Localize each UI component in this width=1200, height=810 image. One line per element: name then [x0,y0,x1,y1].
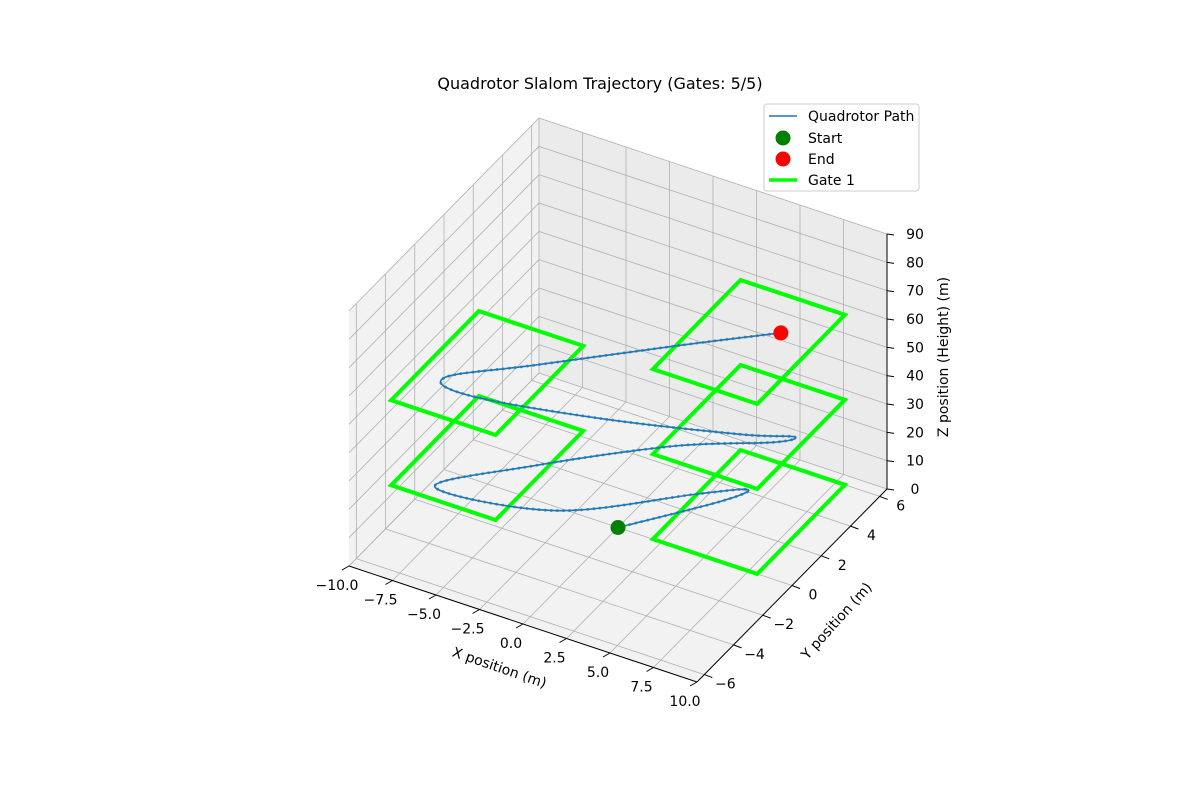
y-tick-mark [791,585,801,589]
x-tick-label: −5.0 [407,607,441,623]
z-tick-mark [886,431,895,434]
markers-layer [610,325,789,535]
gate [649,277,849,407]
grid-line-z-left [348,344,540,538]
y-tick-label: −6 [715,677,736,693]
tick-labels-layer: −10.0 −7.5 −5.0 −2.5 0.0 2.5 5.0 7.5 10.0 −6 −4 −2 0… [316,227,924,710]
x-tick-label: 7.5 [630,680,652,696]
grid-line-z-left [348,146,540,340]
grid-line-z-back [538,287,888,405]
grid-line-y-floor [356,558,705,675]
z-tick-mark [886,290,895,293]
z-tick-label: 90 [906,227,924,243]
legend-frame [763,103,920,192]
y-tick-label: 0 [809,588,818,604]
z-tick-label: 80 [906,255,924,271]
z-tick-mark [886,403,895,406]
grid-line-y-floor [385,528,734,646]
grid-line-z-left [348,259,540,453]
x-tick-label: 10.0 [669,694,700,710]
z-tick-label: 0 [911,482,920,498]
x-tick-mark [602,652,611,658]
y-tick-mark [762,614,771,619]
z-tick-label: 50 [906,340,924,356]
trajectory-point-markers [433,331,798,529]
start-marker [610,520,626,535]
y-tick-label: 6 [896,498,905,514]
x-tick-label: 2.5 [543,651,565,667]
grid-lines [348,117,888,683]
gates-layer [387,277,849,577]
trajectory-layer [433,331,798,529]
z-tick-label: 70 [906,284,924,300]
z-axis-label: Z position (Height) (m) [936,277,952,437]
x-tick-label: 0.0 [500,636,522,652]
y-tick-mark [733,644,742,649]
z-tick-mark [886,460,895,463]
gate [387,308,587,438]
grid-line-z-back [538,259,888,377]
legend-swatch-start [775,130,791,146]
x-tick-mark [646,667,654,672]
z-tick-mark [886,488,895,491]
grid-line-y-floor [414,498,763,616]
grid-line-z-back [538,344,888,462]
x-tick-mark [341,565,350,571]
grid-line-z-left [348,231,540,425]
x-tick-mark [515,623,524,629]
x-tick-mark [559,638,567,643]
legend: Quadrotor Path Start End Gate 1 [763,103,920,192]
grid-line-z-back [538,230,888,348]
grid-line-z-back [538,117,888,235]
x-tick-label: −7.5 [364,593,398,609]
z-tick-mark [886,318,895,321]
legend-swatch-end [775,151,791,167]
grid-line-y-floor [502,409,851,527]
gate [649,362,849,492]
y-tick-label: −2 [773,617,794,633]
gate [387,393,587,523]
tick-marks [341,233,895,687]
grid-line-z-left [348,202,540,397]
y-tick-mark [821,555,830,560]
z-tick-mark [886,375,895,378]
grid-line-y-floor [473,439,822,557]
z-tick-mark [886,261,895,264]
x-tick-mark [428,594,437,600]
grid-line-z-back [538,174,888,292]
z-tick-mark [886,346,895,349]
y-tick-mark [704,674,713,679]
x-tick-mark [472,609,480,614]
z-tick-mark [886,233,895,236]
x-tick-mark [689,681,698,687]
y-tick-mark [850,525,859,530]
grid-line-z-back [538,315,888,433]
end-marker [773,325,789,341]
z-tick-label: 40 [906,369,924,385]
legend-label-gate: Gate 1 [808,173,855,189]
x-tick-label: −10.0 [316,578,359,594]
y-tick-mark [879,495,888,500]
chart-title: Quadrotor Slalom Trajectory (Gates: 5/5) [437,74,762,93]
x-tick-label: −2.5 [451,622,485,638]
legend-label-path: Quadrotor Path [808,109,914,125]
y-tick-label: 2 [838,558,847,574]
z-tick-label: 20 [906,425,924,441]
grid-line-z-left [348,316,540,510]
grid-line-z-left [348,174,540,368]
x-tick-mark [385,580,393,585]
z-tick-label: 10 [906,454,924,470]
x-tick-label: 5.0 [587,665,609,681]
legend-label-start: Start [808,131,843,147]
z-tick-label: 30 [906,397,924,413]
grid-line-z-back [538,145,888,263]
grid-line-z-left [348,117,540,312]
z-tick-label: 60 [906,312,924,328]
legend-label-end: End [808,152,835,168]
y-tick-label: −4 [744,647,765,663]
y-tick-label: 4 [867,528,876,544]
grid-line-z-back [538,202,888,320]
gate [649,447,849,577]
